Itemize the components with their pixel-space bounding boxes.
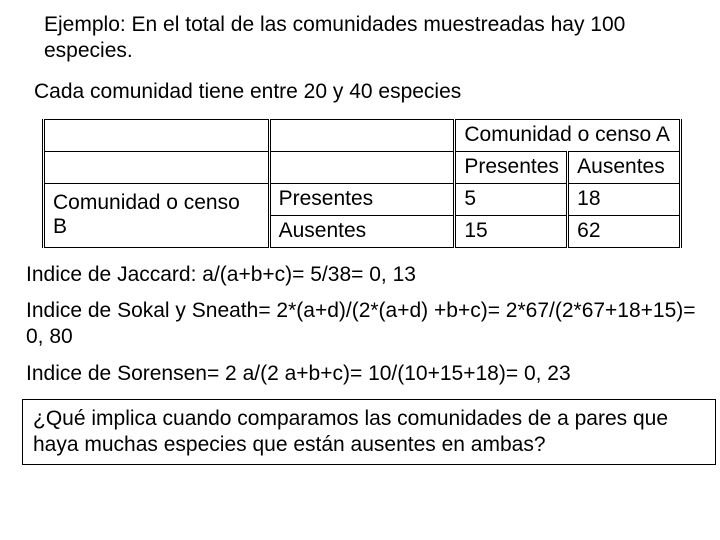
cell-pres-aus: 18 bbox=[568, 183, 681, 215]
jaccard-index-text: Indice de Jaccard: a/(a+b+c)= 5/38= 0, 1… bbox=[26, 262, 700, 288]
cell-empty-01 bbox=[269, 119, 455, 151]
question-box: ¿Qué implica cuando comparamos las comun… bbox=[22, 399, 716, 466]
question-text: ¿Qué implica cuando comparamos las comun… bbox=[33, 407, 668, 456]
cell-empty-00 bbox=[44, 119, 270, 151]
cell-aus-aus: 62 bbox=[568, 215, 681, 247]
example-intro-line2: Cada comunidad tiene entre 20 y 40 espec… bbox=[34, 79, 700, 105]
header-comunidad-a: Comunidad o censo A bbox=[455, 119, 681, 151]
example-intro-line1: Ejemplo: En el total de las comunidades … bbox=[44, 12, 700, 65]
cell-empty-11 bbox=[269, 151, 455, 183]
cell-empty-10 bbox=[44, 151, 270, 183]
header-b-presentes: Presentes bbox=[269, 183, 455, 215]
cell-pres-pres: 5 bbox=[455, 183, 568, 215]
contingency-table: Comunidad o censo A Presentes Ausentes C… bbox=[42, 119, 682, 248]
sorensen-index-text: Indice de Sorensen= 2 a/(2 a+b+c)= 10/(1… bbox=[26, 361, 700, 387]
header-a-ausentes: Ausentes bbox=[568, 151, 681, 183]
header-b-ausentes: Ausentes bbox=[269, 215, 455, 247]
header-comunidad-b: Comunidad o censo B bbox=[44, 183, 270, 247]
header-a-presentes: Presentes bbox=[455, 151, 568, 183]
cell-aus-pres: 15 bbox=[455, 215, 568, 247]
sokal-sneath-index-text: Indice de Sokal y Sneath= 2*(a+d)/(2*(a+… bbox=[26, 298, 700, 351]
